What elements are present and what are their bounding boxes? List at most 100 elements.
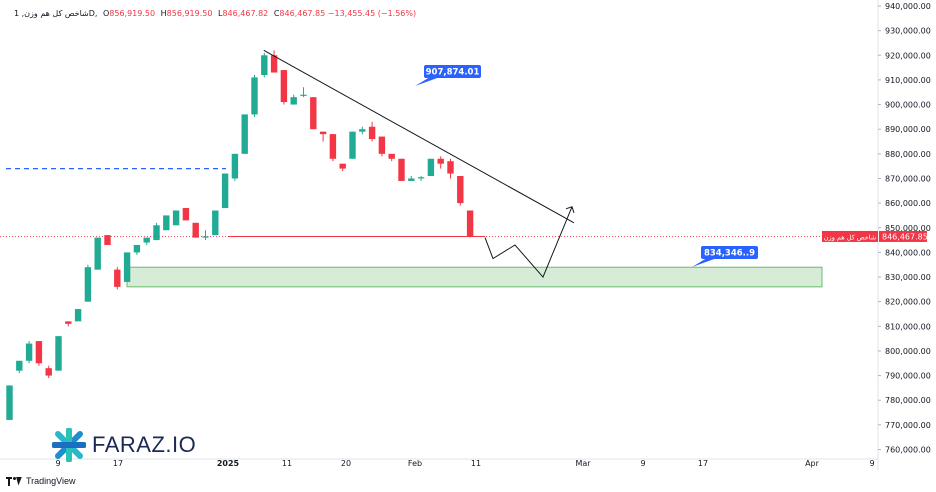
candle-body	[368, 126, 376, 140]
candle-body	[349, 131, 356, 159]
candle	[339, 163, 346, 172]
open-value: 856,919.50	[109, 9, 156, 18]
x-tick-label: 9	[55, 459, 60, 468]
candle-body	[133, 244, 141, 253]
candle	[94, 237, 101, 270]
candle	[251, 74, 258, 117]
candle	[182, 208, 190, 221]
y-tick-label: 920,000.00	[885, 51, 931, 60]
y-tick-label: 760,000.00	[885, 446, 931, 455]
y-tick-label: 810,000.00	[885, 322, 931, 331]
candle	[221, 173, 229, 209]
trendline	[263, 49, 575, 224]
candle	[143, 237, 150, 245]
price-callout-high: 907,874.01	[415, 65, 481, 86]
candle	[104, 235, 111, 245]
candle	[378, 136, 386, 157]
candle-body	[55, 336, 62, 371]
current-price-tag: شاخص کل هم وزن 846,467.85	[822, 230, 928, 242]
close-label: C	[273, 9, 280, 18]
candle-body	[270, 55, 278, 73]
candle-body	[202, 236, 209, 238]
candle-body	[231, 153, 239, 179]
symbol-name[interactable]: شاخص کل هم وزن, 1D,	[14, 9, 100, 18]
candle	[25, 341, 33, 364]
candle	[408, 176, 415, 181]
price-callout-zone: 834,346..9	[692, 246, 758, 267]
candle-body	[65, 321, 72, 324]
candle	[114, 267, 121, 290]
candle	[280, 70, 288, 105]
candle-body	[84, 267, 92, 302]
tradingview-attribution[interactable]: TradingView	[6, 476, 76, 486]
candle-body	[447, 161, 454, 174]
candle	[368, 121, 376, 142]
candle	[231, 153, 239, 181]
candle-body	[172, 210, 180, 226]
y-tick-label: 830,000.00	[885, 273, 931, 282]
candle-body	[221, 173, 229, 209]
candle-body	[408, 178, 415, 181]
candle-body	[74, 309, 82, 322]
candle	[261, 52, 268, 78]
candle-body	[300, 94, 307, 96]
candle	[212, 210, 219, 236]
candle-body	[359, 129, 366, 132]
candle-body	[378, 136, 386, 154]
candle-body	[123, 252, 131, 282]
price-callout-high-box	[424, 65, 481, 78]
x-tick-label: Mar	[575, 459, 591, 468]
candle-body	[310, 97, 317, 130]
candle	[310, 97, 317, 130]
candle-body	[16, 360, 23, 371]
price-callout-high-pointer	[415, 77, 440, 86]
forecast-path	[484, 206, 573, 278]
y-tick-label: 890,000.00	[885, 125, 931, 134]
price-callout-zone-pointer	[692, 258, 717, 267]
candle	[192, 222, 199, 238]
candle	[300, 87, 307, 98]
candle-body	[388, 153, 395, 159]
y-tick-label: 940,000.00	[885, 2, 931, 11]
candle	[163, 215, 170, 231]
candle	[202, 230, 209, 241]
candle-body	[280, 70, 288, 103]
candle	[123, 252, 131, 282]
candle	[55, 336, 62, 371]
y-tick-label: 850,000.00	[885, 224, 931, 233]
y-tick-label: 860,000.00	[885, 199, 931, 208]
low-label: L	[218, 9, 223, 18]
candle	[457, 176, 464, 206]
candle	[65, 321, 72, 327]
candle-body	[212, 210, 219, 236]
price-callout-zone-box	[701, 246, 758, 259]
candle-body	[457, 176, 464, 204]
high-value: 856,919.50	[166, 9, 213, 18]
candle	[290, 94, 297, 105]
y-tick-label: 930,000.00	[885, 27, 931, 36]
x-tick-label: 17	[113, 459, 123, 468]
y-tick-label: 800,000.00	[885, 347, 931, 356]
x-tick-label: Feb	[408, 459, 422, 468]
candle-body	[319, 131, 327, 135]
candle	[398, 158, 405, 181]
faraz-watermark: FARAZ.IO	[52, 428, 196, 462]
candle-body	[329, 134, 337, 159]
price-tag-text: 846,467.85	[882, 232, 928, 241]
candle	[153, 222, 160, 241]
candle-body	[25, 343, 33, 361]
y-tick-label: 870,000.00	[885, 174, 931, 183]
candle	[329, 134, 337, 162]
close-value: 846,467.85	[279, 9, 326, 18]
candle	[16, 360, 23, 374]
symbol-header: شاخص کل هم وزن, 1D, O856,919.50 H856,919…	[14, 9, 416, 18]
candle-body	[251, 77, 258, 115]
candle-body	[466, 210, 474, 237]
tradingview-label: TradingView	[26, 476, 76, 486]
faraz-brand-text: FARAZ.IO	[92, 432, 197, 457]
x-tick-label: 9	[640, 459, 645, 468]
candle	[270, 50, 278, 73]
symbol-tag-box	[822, 230, 878, 242]
price-callout-zone-text: 834,346..9	[704, 249, 755, 259]
